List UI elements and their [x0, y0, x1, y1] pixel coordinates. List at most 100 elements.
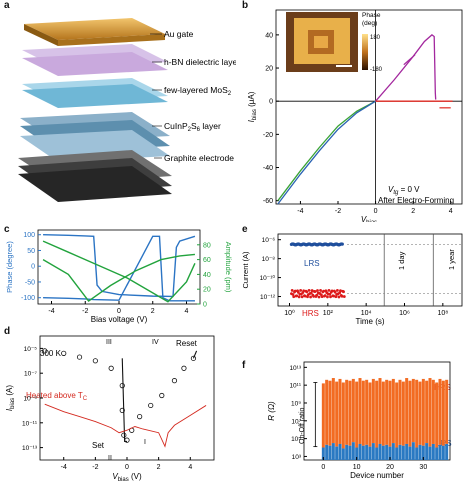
d-loop-point	[190, 355, 197, 361]
f-bar-hrs	[435, 382, 439, 448]
d-ytick-label: 10⁻⁷	[24, 371, 38, 378]
f-bar-lrs	[428, 446, 432, 460]
b-ytick-label: 0	[269, 99, 273, 106]
e-hrs-point	[333, 290, 337, 294]
f-bar-hrs	[401, 381, 405, 446]
f-bar-lrs	[421, 445, 425, 460]
b-xtick-label: 2	[411, 208, 415, 215]
c-xtick-label: 2	[151, 308, 155, 315]
e-hrs-point	[317, 295, 321, 299]
day-label: 1 day	[397, 251, 406, 270]
f-bar-lrs	[368, 446, 372, 460]
e-hrs-point	[313, 290, 317, 293]
d-xtick-label: 2	[157, 464, 161, 471]
f-bar-hrs	[431, 379, 435, 444]
d-xtick-label: -4	[61, 464, 67, 471]
f-bar-hrs	[441, 380, 445, 446]
d-loop-point	[171, 378, 178, 384]
hrs-label: HRS	[302, 309, 319, 318]
f-bar-hrs	[438, 378, 442, 445]
f-bar-lrs	[435, 447, 439, 460]
e-hrs-point	[340, 294, 344, 298]
c-ytick-label: 100	[23, 232, 35, 239]
panel-label-b: b	[242, 0, 249, 11]
e-hrs-point	[337, 295, 341, 299]
f-bar-hrs	[398, 379, 402, 445]
f-xlabel: Device number	[350, 471, 404, 480]
f-bar-lrs	[381, 445, 385, 460]
e-hrs-point	[295, 294, 299, 298]
f-bar-lrs	[438, 444, 442, 460]
d-loop-point	[76, 354, 83, 360]
b-ytick-label: -60	[263, 198, 273, 205]
f-bar-lrs	[405, 443, 409, 460]
f-bar-hrs	[378, 378, 382, 444]
e-xtick-label: 10⁶	[399, 310, 410, 317]
e-hrs-point	[328, 292, 332, 296]
f-bar-lrs	[385, 444, 389, 460]
panel-label-f: f	[242, 360, 246, 371]
b-arrow-purple	[403, 54, 416, 66]
e-ytick-label: 10⁻⁶	[262, 237, 276, 244]
e-hrs-point	[300, 295, 304, 299]
c-xtick-label: 0	[117, 308, 121, 315]
b-axes-frame	[275, 9, 463, 205]
f-bar-lrs	[321, 447, 325, 460]
f-bar-hrs	[371, 378, 375, 444]
panel-b: b Phase (deg) 180 -180 Vtg = 0 V After E…	[238, 0, 474, 226]
b-series-sweep-blue	[277, 100, 376, 205]
inset-title: Phase	[362, 12, 381, 19]
f-xtick-label: 20	[386, 464, 394, 471]
c-ytick-label: 0	[31, 264, 35, 271]
lrs-label: LRS	[304, 259, 320, 268]
cips-layer	[20, 112, 170, 162]
d-xtick-label: 0	[125, 464, 129, 471]
c-ytick-label: -100	[21, 295, 35, 302]
b-xtick-label: -2	[335, 208, 341, 215]
e-hrs-point	[316, 289, 319, 292]
f-xtick-label: 0	[321, 464, 325, 471]
f-bar-lrs	[388, 446, 392, 460]
d-loop-point	[119, 407, 125, 414]
f-bar-lrs	[425, 443, 429, 460]
set-label: Set	[92, 441, 105, 450]
e-hrs-point	[315, 293, 319, 297]
device-schematic: Au gate h-BN dielectric layer few-layere…	[18, 18, 240, 202]
d-loop-point	[61, 350, 67, 356]
f-bar-lrs	[395, 447, 399, 460]
panel-c: c -4 -2 0 2 4 -100 -50 0 50 100 0 20 40 60 80 Bias volt…	[0, 222, 236, 326]
f-bar-hrs	[418, 381, 422, 445]
f-bar-hrs	[395, 382, 399, 448]
f-bar-lrs	[441, 445, 445, 460]
d-xlabel: Vbias (V)	[112, 472, 142, 483]
roman-I: I	[144, 439, 146, 446]
d-loop-point	[92, 358, 98, 364]
f-bar-hrs	[365, 379, 369, 445]
f-bar-lrs	[411, 442, 415, 460]
b-xlabel: Vbias	[361, 215, 377, 222]
e-xtick-label: 10⁰	[284, 309, 295, 317]
roman-III: III	[106, 339, 112, 346]
graphite-layer	[18, 150, 172, 202]
inset-unit: (deg)	[362, 20, 377, 27]
f-bar-lrs	[351, 442, 355, 460]
roman-IV: IV	[152, 339, 159, 346]
d-loop-point	[137, 414, 143, 420]
d-loop-point	[159, 392, 165, 399]
f-bar-lrs	[361, 445, 365, 460]
d-reset-edge	[192, 350, 198, 359]
f-bar-lrs	[445, 443, 449, 460]
f-bar-lrs	[345, 444, 349, 460]
f-bar-lrs	[325, 444, 329, 460]
roman-II: II	[108, 455, 112, 462]
c-ytick-label: 50	[27, 248, 35, 255]
e-hrs-point	[305, 290, 309, 294]
e-xtick-label: 10⁸	[437, 310, 448, 317]
b-ytick-label: -20	[263, 132, 273, 139]
chart-d: 300 K Heated above TC Set Reset III IV I…	[5, 335, 215, 483]
f-bar-hrs	[428, 378, 432, 447]
f-bar-lrs	[365, 444, 369, 460]
hbn-layer	[22, 44, 168, 76]
e-hrs-point	[302, 289, 306, 293]
f-bar-hrs	[351, 378, 355, 443]
